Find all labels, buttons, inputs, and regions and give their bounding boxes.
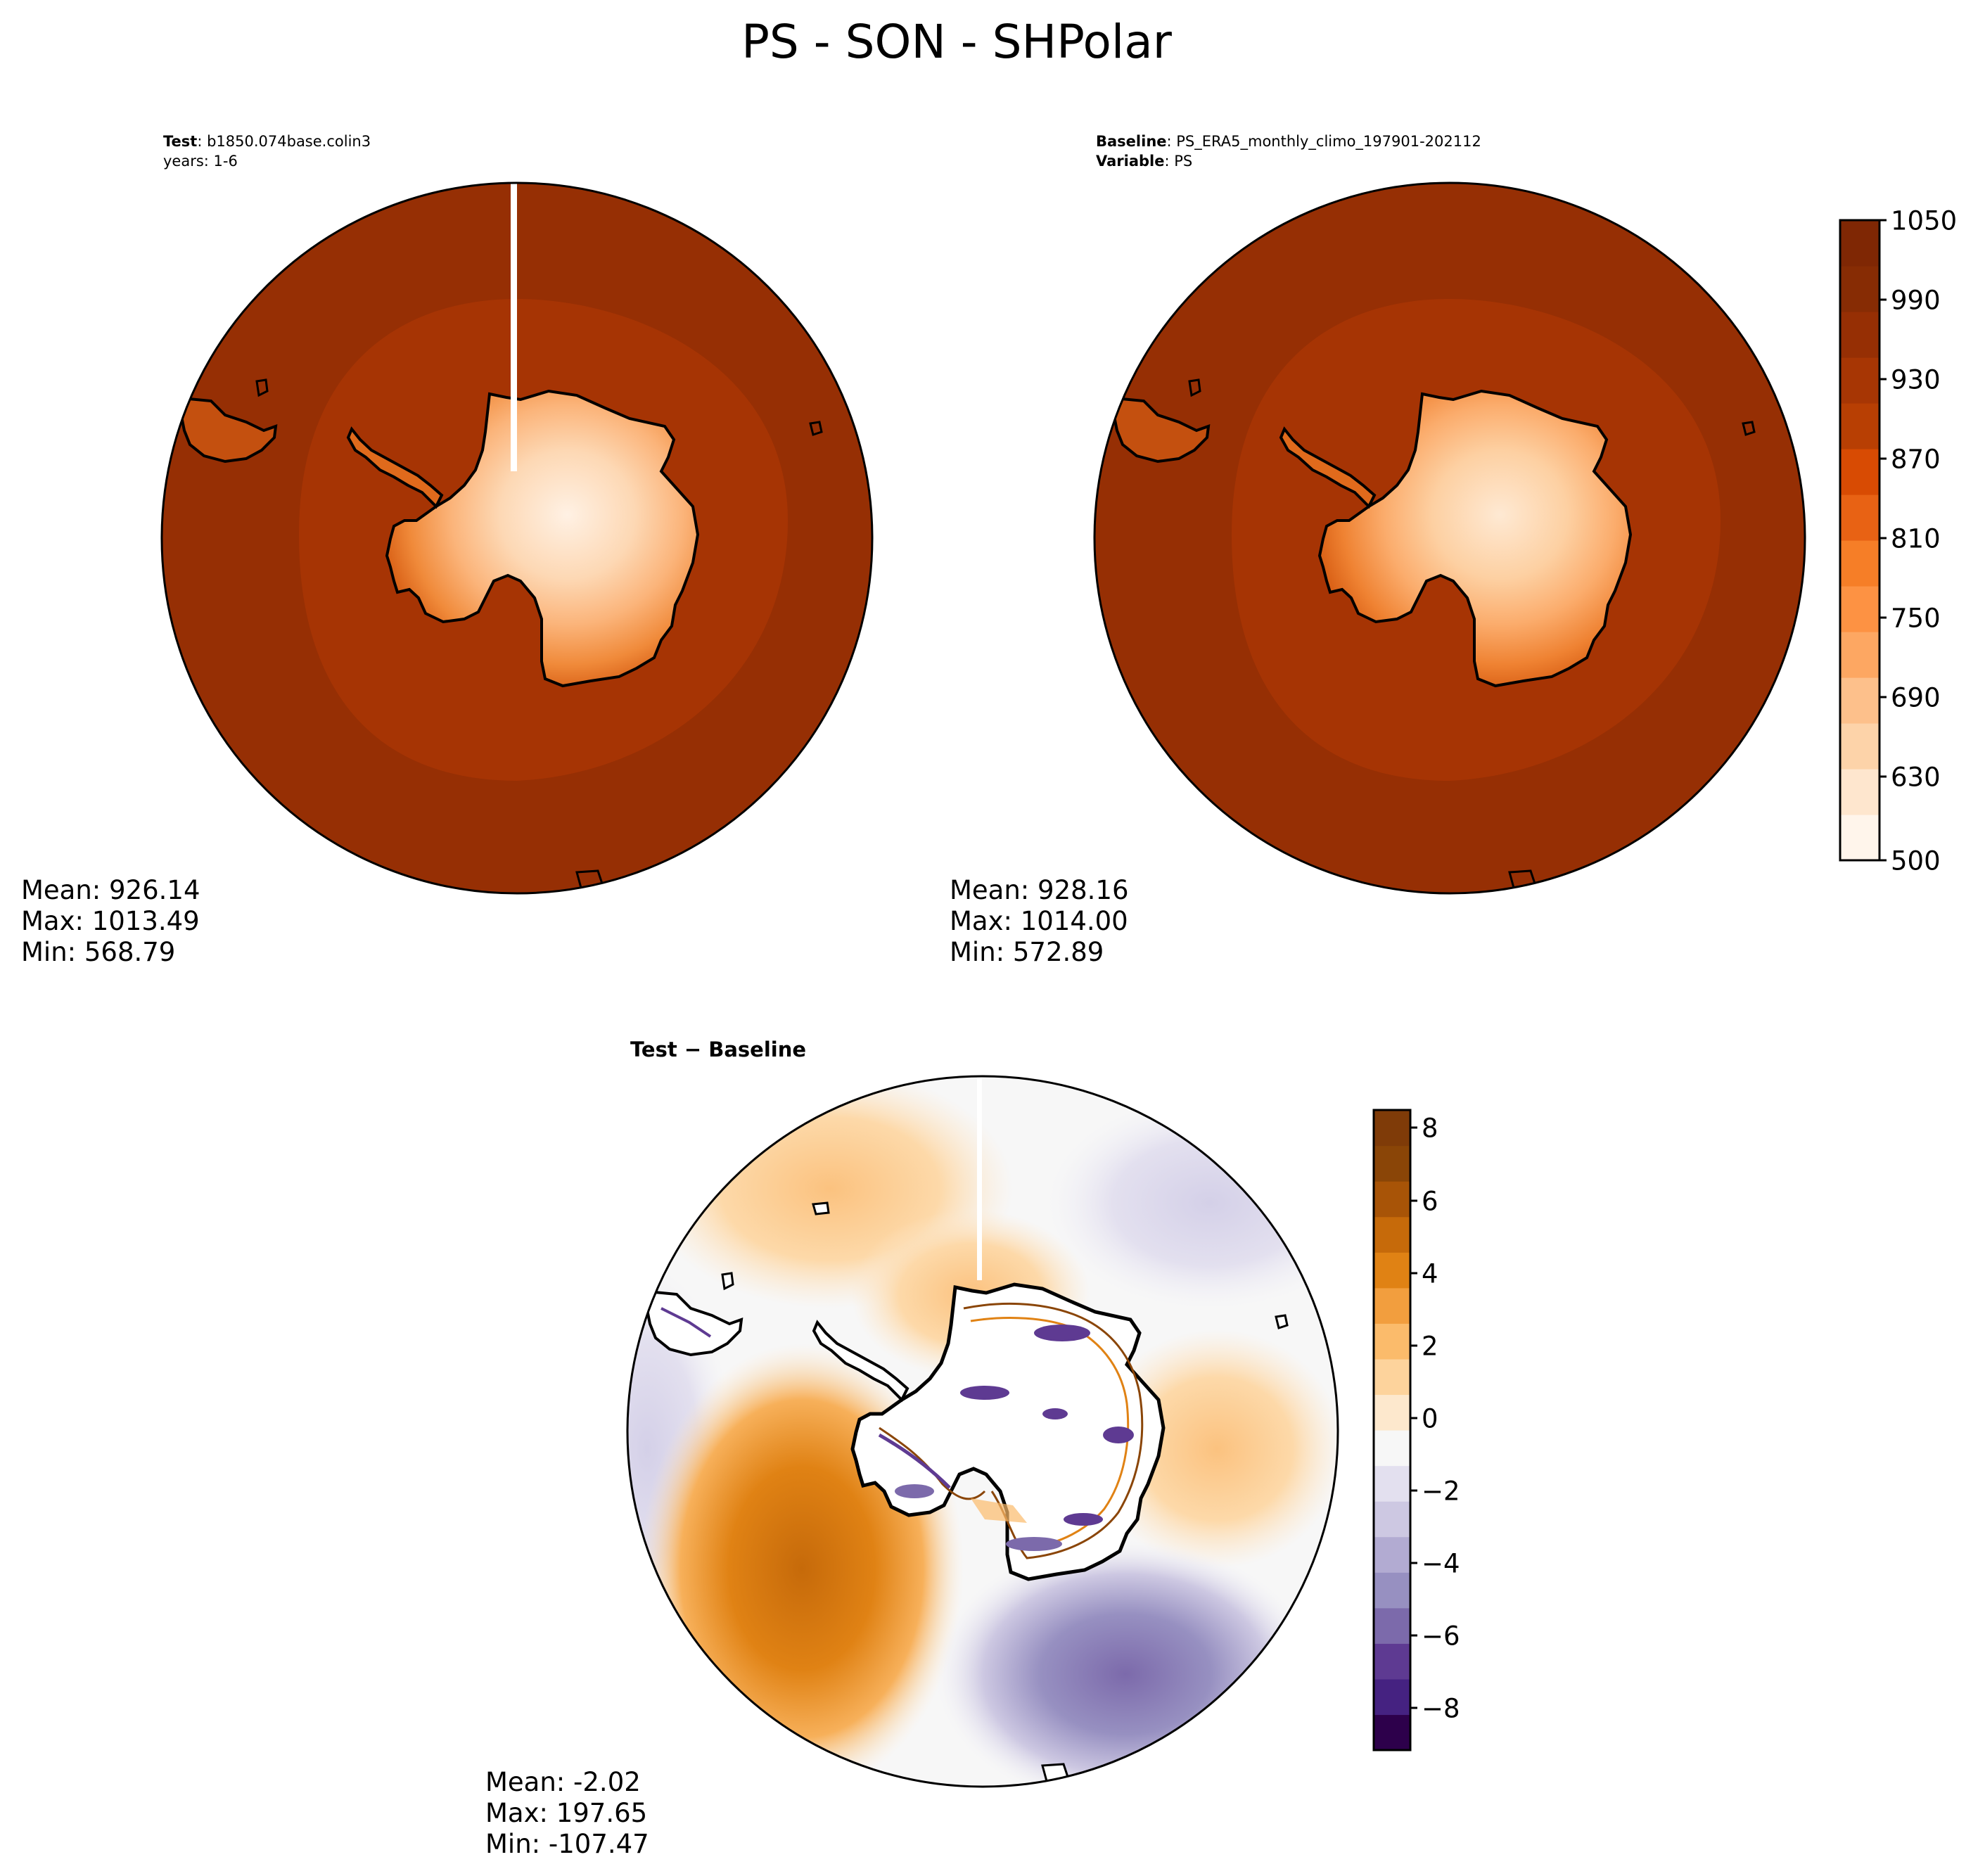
colorbar-tick-label: 990 [1891, 285, 1941, 315]
baseline-label-value: : PS_ERA5_monthly_climo_197901-202112 [1167, 133, 1481, 151]
difference-label: Test − Baseline [630, 1038, 806, 1061]
colorbar-band [1374, 1145, 1410, 1182]
colorbar-band [1840, 449, 1879, 495]
colorbar-band [1374, 1394, 1410, 1431]
difference-colorbar: 8 6 4 2 0 −2 −4 −6 −8 [1372, 1109, 1460, 1751]
colorbar-band [1840, 357, 1879, 404]
baseline-antarctica [1317, 389, 1633, 688]
test-min: Min: 568.79 [21, 937, 175, 967]
colorbar-tick-label: 750 [1891, 603, 1941, 633]
colorbar-tick-label: 1050 [1891, 205, 1957, 236]
colorbar-band [1840, 494, 1879, 541]
colorbar-band [1374, 1607, 1410, 1644]
baseline-panel: Baseline: PS_ERA5_monthly_climo_197901-2… [950, 133, 1806, 967]
test-label-value: : b1850.074base.colin3 [197, 133, 371, 150]
difference-colorbar-bands [1374, 1110, 1410, 1751]
test-max: Max: 1013.49 [21, 906, 200, 936]
test-panel: Test: b1850.074base.colin3 years: 1-6 Me… [21, 133, 874, 967]
colorbar-band [1840, 540, 1879, 587]
test-antarctica [385, 389, 700, 688]
test-map [162, 183, 872, 893]
absolute-colorbar: 1050 990 930 870 810 750 690 630 500 [1839, 205, 1957, 876]
colorbar-tick-label: 930 [1891, 364, 1941, 395]
test-mean: Mean: 926.14 [21, 875, 200, 905]
absolute-colorbar-bands [1840, 220, 1879, 861]
difference-max: Max: 197.65 [485, 1798, 647, 1828]
baseline-map [1094, 183, 1805, 893]
baseline-variable-value: : PS [1164, 153, 1192, 170]
difference-min: Min: -107.47 [485, 1829, 649, 1859]
colorbar-band [1374, 1252, 1410, 1289]
colorbar-tick-label: 810 [1891, 523, 1941, 554]
absolute-colorbar-ticks: 1050 990 930 870 810 750 690 630 500 [1879, 205, 1957, 876]
colorbar-tick-label: 500 [1891, 846, 1941, 876]
colorbar-band [1374, 1536, 1410, 1573]
colorbar-tick-label: −4 [1422, 1548, 1460, 1578]
colorbar-band [1374, 1465, 1410, 1502]
colorbar-band [1374, 1572, 1410, 1609]
colorbar-band [1840, 403, 1879, 449]
test-years-label: years: 1-6 [163, 153, 238, 170]
colorbar-band [1374, 1323, 1410, 1360]
colorbar-band [1840, 312, 1879, 358]
colorbar-tick-label: 630 [1891, 762, 1941, 792]
colorbar-tick-label: 6 [1422, 1186, 1438, 1216]
colorbar-band [1840, 723, 1879, 770]
colorbar-tick-label: −8 [1422, 1693, 1460, 1723]
colorbar-band [1840, 677, 1879, 724]
colorbar-tick-label: 690 [1891, 682, 1941, 713]
colorbar-band [1374, 1643, 1410, 1680]
difference-map [627, 1076, 1338, 1787]
difference-colorbar-ticks: 8 6 4 2 0 −2 −4 −6 −8 [1410, 1113, 1460, 1723]
colorbar-band [1840, 769, 1879, 815]
colorbar-band [1374, 1358, 1410, 1396]
test-case-label: Test: b1850.074base.colin3 [163, 133, 371, 150]
colorbar-band [1840, 220, 1879, 267]
colorbar-tick-label: 8 [1422, 1113, 1438, 1143]
colorbar-tick-label: 4 [1422, 1258, 1438, 1289]
colorbar-tick-label: 0 [1422, 1403, 1438, 1434]
colorbar-tick-label: 870 [1891, 444, 1941, 474]
colorbar-band [1374, 1287, 1410, 1324]
colorbar-band [1374, 1430, 1410, 1467]
colorbar-band [1840, 632, 1879, 678]
baseline-label-bold: Baseline [1096, 133, 1167, 150]
colorbar-band [1374, 1181, 1410, 1218]
colorbar-band [1374, 1678, 1410, 1716]
colorbar-band [1840, 586, 1879, 632]
colorbar-tick-label: −2 [1422, 1476, 1460, 1506]
baseline-max: Max: 1014.00 [950, 906, 1128, 936]
colorbar-band [1840, 815, 1879, 861]
colorbar-tick-label: 2 [1422, 1331, 1438, 1361]
baseline-mean: Mean: 928.16 [950, 875, 1129, 905]
baseline-variable-bold: Variable [1096, 153, 1164, 170]
test-label-bold: Test [163, 133, 197, 150]
colorbar-band [1374, 1714, 1410, 1751]
colorbar-band [1840, 266, 1879, 312]
colorbar-band [1374, 1216, 1410, 1253]
difference-panel: Test − Baseline [485, 1038, 1339, 1859]
baseline-case-label: Baseline: PS_ERA5_monthly_climo_197901-2… [1096, 133, 1481, 151]
colorbar-band [1374, 1110, 1410, 1147]
baseline-variable-label: Variable: PS [1096, 153, 1192, 170]
baseline-min: Min: 572.89 [950, 937, 1104, 967]
colorbar-tick-label: −6 [1422, 1621, 1460, 1651]
figure-title: PS - SON - SHPolar [741, 15, 1173, 69]
colorbar-band [1374, 1501, 1410, 1538]
difference-mean: Mean: -2.02 [485, 1767, 641, 1797]
